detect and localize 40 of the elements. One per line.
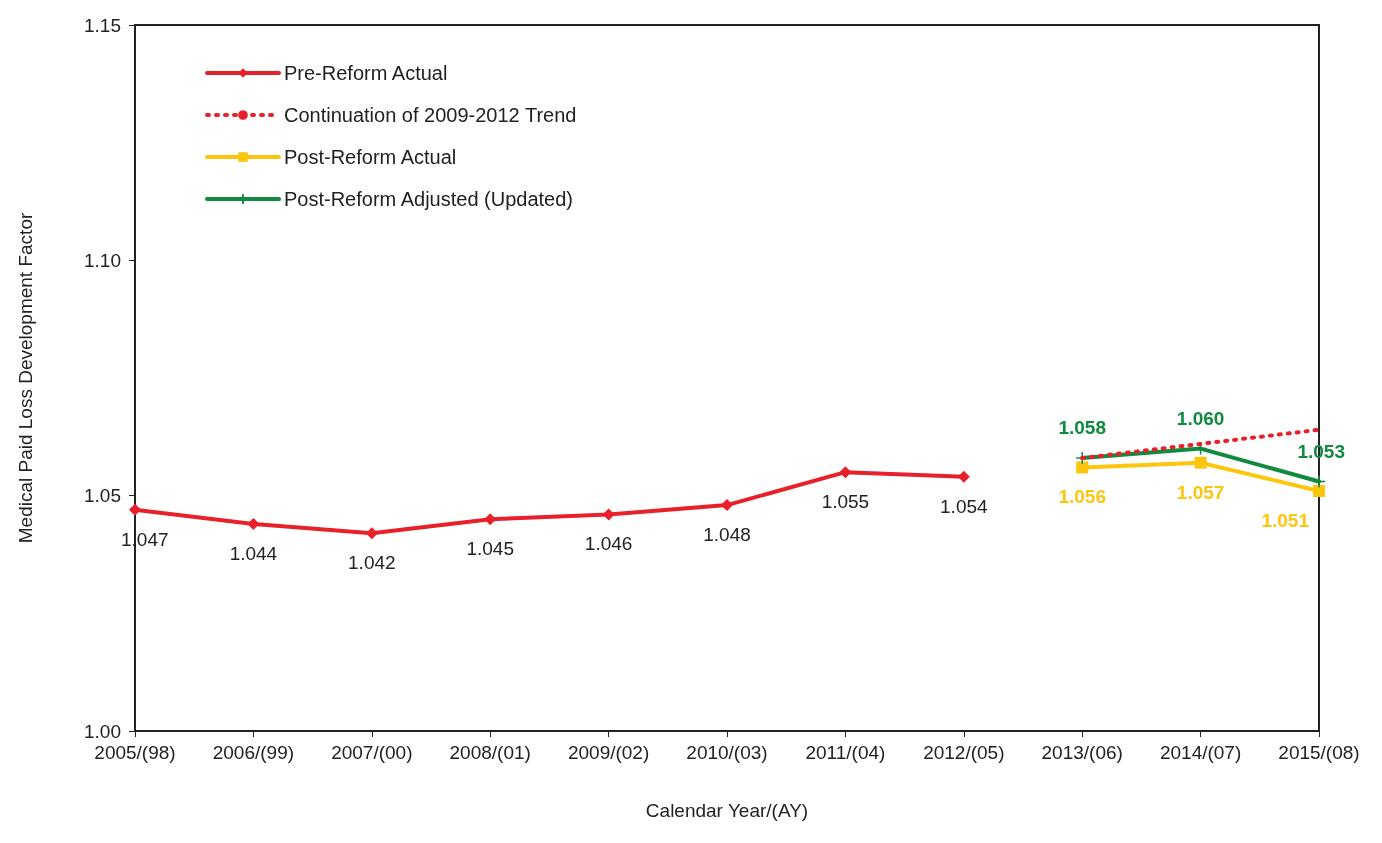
y-axis-title: Medical Paid Loss Development Factor <box>15 212 36 544</box>
y-tick-label: 1.00 <box>84 720 121 742</box>
data-label: 1.054 <box>940 495 989 517</box>
x-tick-label: 2013/(06) <box>1041 742 1123 763</box>
legend-label: Pre-Reform Actual <box>284 62 448 84</box>
x-tick-label: 2006/(99) <box>212 742 295 763</box>
point <box>247 517 260 530</box>
data-label: 1.042 <box>348 552 396 574</box>
point <box>1076 461 1089 474</box>
data-label: 1.048 <box>703 524 751 546</box>
x-tick-label: 2012/(05) <box>923 742 1005 763</box>
y-tick-label: 1.10 <box>84 249 121 271</box>
x-tick-label: 2005/(98) <box>94 742 176 763</box>
data-label: 1.044 <box>229 542 278 564</box>
data-label: 1.060 <box>1176 407 1225 429</box>
x-tick-label: 2011/(04) <box>805 742 886 763</box>
point <box>1194 456 1207 469</box>
data-label: 1.046 <box>584 533 633 555</box>
point <box>129 503 141 516</box>
x-tick-label: 2008/(01) <box>449 742 531 763</box>
point <box>1312 474 1326 489</box>
data-label: 1.045 <box>466 538 514 560</box>
x-tick-label: 2014/(07) <box>1159 742 1242 763</box>
x-tick-label: 2007/(00) <box>331 742 413 763</box>
point <box>721 499 733 512</box>
data-label: 1.057 <box>1176 481 1225 503</box>
data-label: 1.055 <box>821 491 870 513</box>
data-label: 1.051 <box>1261 509 1310 531</box>
legend-label: Continuation of 2009-2012 Trend <box>284 104 577 126</box>
point <box>1313 484 1325 497</box>
x-tick-label: 2010/(03) <box>686 742 768 763</box>
x-axis-title: Calendar Year/(AY) <box>645 800 809 821</box>
legend-label: Post-Reform Actual <box>284 146 457 168</box>
x-tick-label: 2009/(02) <box>567 742 650 763</box>
data-label: 1.058 <box>1058 417 1106 439</box>
legend-label: Post-Reform Adjusted (Updated) <box>284 188 574 210</box>
x-tick-label: 2015/(08) <box>1278 742 1360 763</box>
y-tick-label: 1.05 <box>84 485 121 507</box>
y-tick-label: 1.15 <box>84 14 121 36</box>
data-label: 1.056 <box>1058 486 1106 508</box>
